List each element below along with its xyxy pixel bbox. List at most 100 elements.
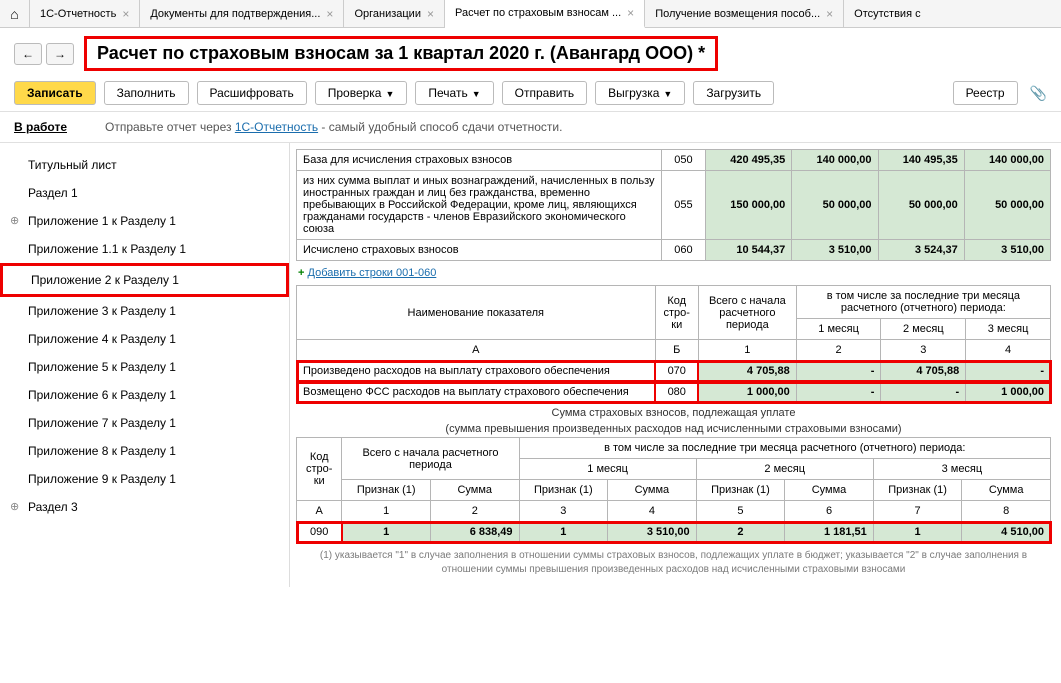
value-cell[interactable]: 140 000,00 [964,150,1050,171]
table-row: Возмещено ФСС расходов на выплату страхо… [297,382,1051,403]
sidebar-item[interactable]: Приложение 2 к Разделу 1 [0,263,289,297]
col-sum: Сумма [430,480,519,501]
tab-absence[interactable]: Отсутствия с [844,0,930,27]
sidebar-item[interactable]: Приложение 3 к Разделу 1 [0,297,289,325]
sub-col: 4 [966,340,1051,361]
sub-col: 2 [430,501,519,522]
value-cell[interactable]: 50 000,00 [878,171,964,240]
desc-cell: Исчислено страховых взносов [297,240,662,261]
col-m1: 1 месяц [519,459,696,480]
col-sum: Сумма [962,480,1051,501]
tab-calc[interactable]: Расчет по страховым взносам ...× [445,0,645,28]
value-cell[interactable]: 50 000,00 [792,171,878,240]
addlink-text[interactable]: Добавить строки 001-060 [308,267,437,279]
sidebar: Титульный листРаздел 1Приложение 1 к Раз… [0,143,290,587]
title-row: ← → Расчет по страховым взносам за 1 ква… [0,28,1061,75]
close-icon[interactable]: × [627,6,634,20]
table-top: База для исчисления страховых взносов 05… [296,149,1051,261]
value-cell[interactable]: 4 705,88 [698,361,796,382]
sidebar-item[interactable]: Приложение 9 к Разделу 1 [0,465,289,493]
value-cell[interactable]: 3 524,37 [878,240,964,261]
desc-cell: Возмещено ФСС расходов на выплату страхо… [297,382,656,403]
value-cell[interactable]: - [966,361,1051,382]
table-row: 09016 838,4913 510,0021 181,5114 510,00 [297,522,1051,543]
sidebar-item[interactable]: Раздел 1 [0,179,289,207]
value-cell[interactable]: - [796,361,881,382]
sub-col: Б [655,340,698,361]
value-cell[interactable]: 1 [873,522,962,543]
load-button[interactable]: Загрузить [693,81,774,105]
sum-title-1: Сумма страховых взносов, подлежащая упла… [296,407,1051,419]
col-m2: 2 месяц [696,459,873,480]
value-cell[interactable]: 140 495,35 [878,150,964,171]
value-cell[interactable]: 4 510,00 [962,522,1051,543]
sidebar-item[interactable]: Приложение 4 к Разделу 1 [0,325,289,353]
value-cell[interactable]: 1 181,51 [785,522,874,543]
header-row: Код стро-ки Всего с начала расчетного пе… [297,438,1051,459]
tab-label: Организации [354,8,421,20]
col-m1: 1 месяц [796,319,881,340]
sidebar-item[interactable]: Приложение 8 к Разделу 1 [0,437,289,465]
add-rows-link[interactable]: + Добавить строки 001-060 [296,265,1051,285]
col-pr: Признак (1) [519,480,608,501]
check-button[interactable]: Проверка▼ [315,81,408,105]
print-button[interactable]: Печать▼ [415,81,493,105]
close-icon[interactable]: × [326,7,333,21]
code-cell: 080 [655,382,698,403]
value-cell[interactable]: 1 [519,522,608,543]
sidebar-item[interactable]: Приложение 7 к Разделу 1 [0,409,289,437]
plus-icon: + [298,267,304,279]
tab-orgs[interactable]: Организации × [344,0,445,27]
tab-refund[interactable]: Получение возмещения пособ... × [645,0,844,27]
value-cell[interactable]: 1 [342,522,431,543]
fill-button[interactable]: Заполнить [104,81,189,105]
registry-button[interactable]: Реестр [953,81,1018,105]
value-cell[interactable]: 1 000,00 [698,382,796,403]
code-cell: 070 [655,361,698,382]
sidebar-item[interactable]: Титульный лист [0,151,289,179]
value-cell[interactable]: 2 [696,522,785,543]
close-icon[interactable]: × [826,7,833,21]
back-button[interactable]: ← [14,43,42,65]
table-row: из них сумма выплат и иных вознаграждени… [297,171,1051,240]
status-inwork[interactable]: В работе [14,120,67,134]
value-cell[interactable]: 10 544,37 [706,240,792,261]
value-cell[interactable]: 6 838,49 [430,522,519,543]
export-button[interactable]: Выгрузка▼ [595,81,685,105]
close-icon[interactable]: × [427,7,434,21]
value-cell[interactable]: 150 000,00 [706,171,792,240]
value-cell[interactable]: 420 495,35 [706,150,792,171]
forward-button[interactable]: → [46,43,74,65]
value-cell[interactable]: 1 000,00 [966,382,1051,403]
value-cell[interactable]: 3 510,00 [964,240,1050,261]
value-cell[interactable]: 3 510,00 [608,522,697,543]
sidebar-item[interactable]: Приложение 6 к Разделу 1 [0,381,289,409]
link-1c-reporting[interactable]: 1С-Отчетность [235,120,318,134]
send-button[interactable]: Отправить [502,81,588,105]
sub-col: А [297,501,342,522]
sidebar-item[interactable]: Приложение 5 к Разделу 1 [0,353,289,381]
value-cell[interactable]: 3 510,00 [792,240,878,261]
home-tab[interactable]: ⌂ [0,0,30,27]
status-hint: Отправьте отчет через 1С-Отчетность - са… [105,120,562,134]
value-cell[interactable]: 140 000,00 [792,150,878,171]
value-cell[interactable]: - [796,382,881,403]
sidebar-item[interactable]: Раздел 3 [0,493,289,521]
sidebar-item[interactable]: Приложение 1 к Разделу 1 [0,207,289,235]
paperclip-icon[interactable]: 📎 [1030,85,1047,102]
tab-documents[interactable]: Документы для подтверждения...× [140,0,344,27]
col-m3: 3 месяц [873,459,1050,480]
save-button[interactable]: Записать [14,81,96,105]
col-m2: 2 месяц [881,319,966,340]
close-icon[interactable]: × [122,7,129,21]
value-cell[interactable]: 4 705,88 [881,361,966,382]
tab-reporting[interactable]: 1С-Отчетность× [30,0,140,27]
code-cell: 050 [661,150,705,171]
sidebar-item[interactable]: Приложение 1.1 к Разделу 1 [0,235,289,263]
value-cell[interactable]: 50 000,00 [964,171,1050,240]
tab-label: Получение возмещения пособ... [655,8,820,20]
chevron-down-icon: ▼ [385,89,394,99]
decrypt-button[interactable]: Расшифровать [197,81,307,105]
table-indicators: Наименование показателя Код стро-ки Всег… [296,285,1051,403]
value-cell[interactable]: - [881,382,966,403]
